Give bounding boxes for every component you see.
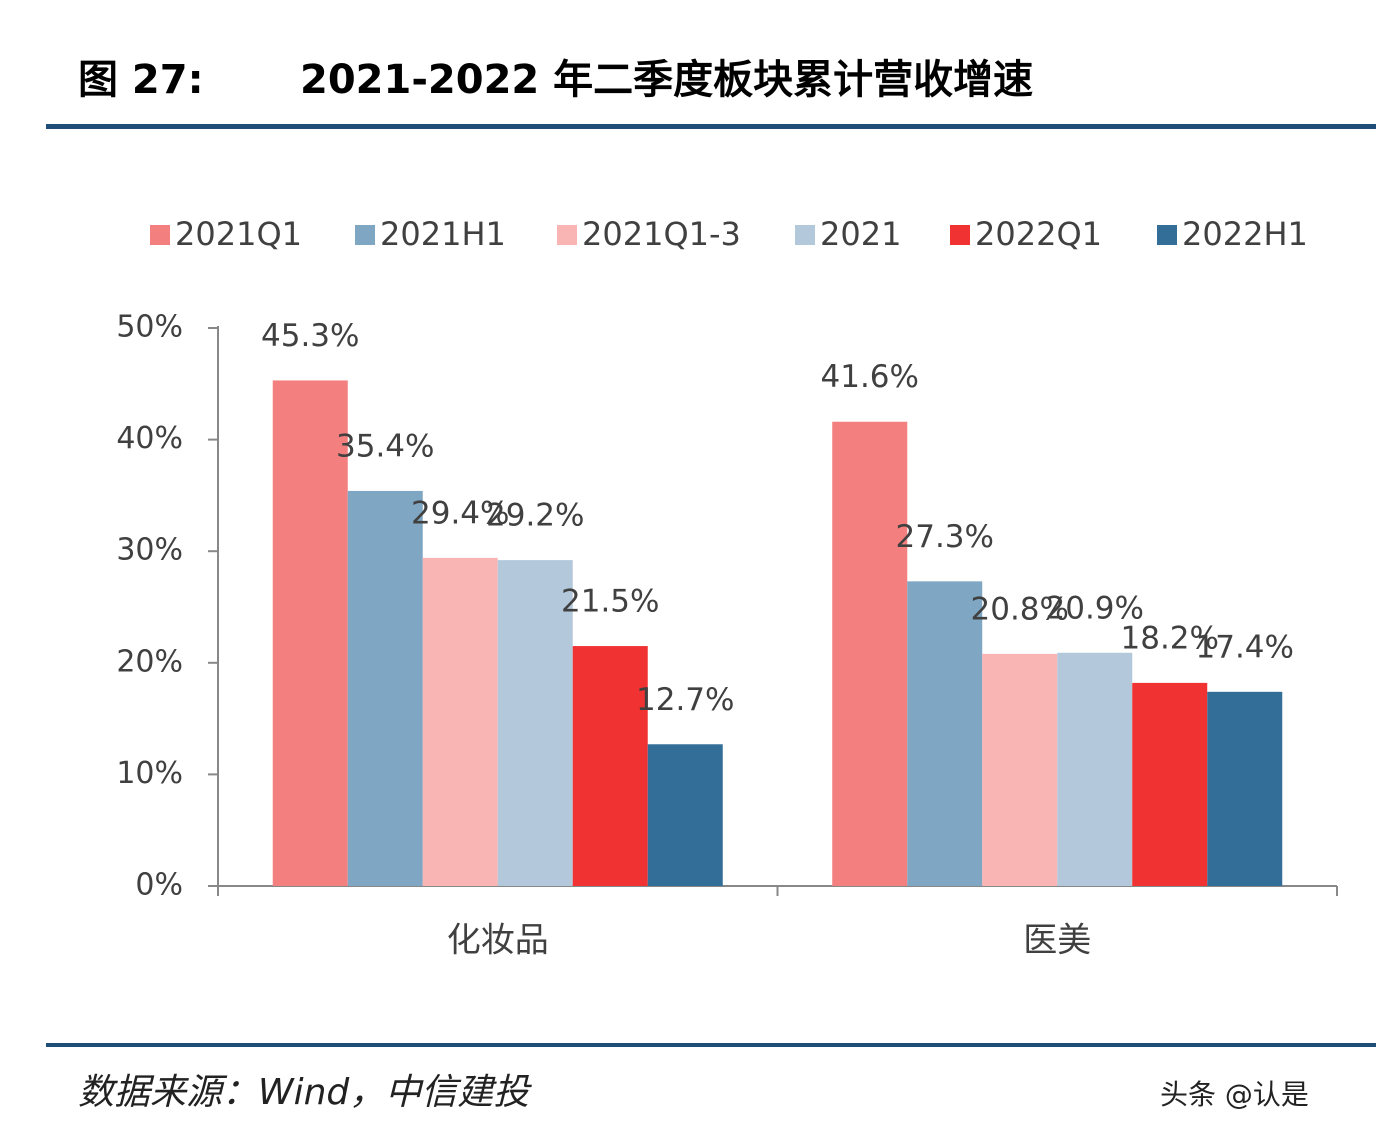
- y-tick-label: 0%: [135, 868, 183, 903]
- legend-swatch: [950, 225, 970, 245]
- bar: [422, 557, 498, 886]
- x-tick-label: 医美: [1023, 921, 1091, 961]
- legend-swatch: [150, 225, 170, 245]
- legend-swatch: [557, 225, 577, 245]
- data-label: 18.2%: [1121, 620, 1219, 656]
- legend-swatch: [355, 225, 375, 245]
- data-label: 20.8%: [971, 591, 1069, 627]
- legend-label: 2021Q1-3: [582, 215, 741, 253]
- bar: [1057, 652, 1133, 886]
- y-tick-label: 30%: [116, 533, 183, 568]
- bar: [497, 560, 573, 886]
- bar: [1132, 682, 1208, 886]
- x-tick-label: 化妆品: [447, 921, 549, 961]
- data-label: 29.4%: [411, 495, 509, 531]
- data-label: 17.4%: [1196, 629, 1294, 665]
- bar: [647, 744, 723, 886]
- data-label: 41.6%: [821, 359, 919, 395]
- data-label: 20.9%: [1046, 590, 1144, 626]
- bar: [1207, 691, 1283, 886]
- y-tick-label: 20%: [116, 644, 183, 679]
- bar: [572, 646, 648, 886]
- legend-label: 2021Q1: [175, 215, 302, 253]
- data-label: 27.3%: [896, 519, 994, 555]
- footer-rule: [46, 1043, 1376, 1047]
- data-label: 21.5%: [561, 584, 659, 620]
- bar: [272, 380, 348, 886]
- bar: [982, 653, 1058, 886]
- data-label: 12.7%: [636, 682, 734, 718]
- y-tick-label: 50%: [116, 310, 183, 345]
- y-tick-label: 10%: [116, 756, 183, 791]
- y-tick-label: 40%: [116, 421, 183, 456]
- data-label: 35.4%: [336, 428, 434, 464]
- legend-label: 2022Q1: [975, 215, 1102, 253]
- chart-title: 2021-2022 年二季度板块累计营收增速: [300, 57, 1033, 103]
- watermark: 头条 @认是: [1160, 1078, 1309, 1111]
- source: 数据来源：Wind，中信建投: [78, 1072, 532, 1113]
- legend-label: 2022H1: [1182, 215, 1308, 253]
- bar: [907, 581, 983, 886]
- figure-label: 图 27:: [78, 57, 204, 103]
- legend-label: 2021H1: [380, 215, 506, 253]
- header-rule: [46, 124, 1376, 129]
- bar: [832, 421, 908, 886]
- data-label: 45.3%: [261, 318, 359, 354]
- legend-swatch: [795, 225, 815, 245]
- bar: [347, 490, 423, 886]
- data-label: 29.2%: [486, 498, 584, 534]
- legend-label: 2021: [820, 215, 901, 253]
- legend-swatch: [1157, 225, 1177, 245]
